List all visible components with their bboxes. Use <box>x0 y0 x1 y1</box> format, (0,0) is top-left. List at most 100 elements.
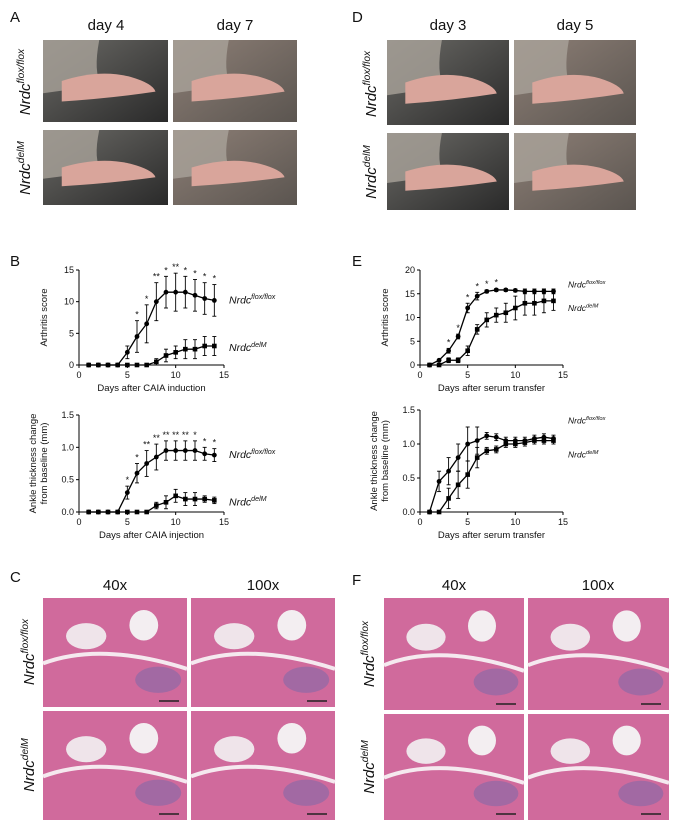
marker <box>154 503 159 508</box>
marker <box>211 452 217 458</box>
genotype-label: NrdcdelM <box>20 738 38 792</box>
marker <box>134 509 140 515</box>
marker <box>86 509 91 515</box>
marker <box>532 438 537 443</box>
genotype-name: Nrdc <box>568 279 587 289</box>
marker <box>513 441 518 447</box>
significance-mark: * <box>135 453 139 463</box>
x-tick-label: 0 <box>76 370 81 380</box>
x-tick-label: 10 <box>171 370 181 380</box>
marker <box>173 289 179 295</box>
marker <box>427 362 432 368</box>
y-tick-label: 5 <box>69 328 74 338</box>
paw <box>405 74 497 104</box>
genotype-superscript: flox/flox <box>251 448 276 456</box>
histology-image <box>527 598 670 710</box>
marrow <box>277 722 307 754</box>
photo <box>173 130 297 205</box>
column-header: 40x <box>442 577 467 594</box>
genotype-name: Nrdc <box>363 85 380 117</box>
marker <box>192 496 198 502</box>
column-header: day 5 <box>557 17 594 34</box>
marker <box>124 349 130 355</box>
marrow <box>406 623 446 651</box>
marrow <box>214 623 255 650</box>
marker <box>436 479 442 484</box>
marker <box>493 434 499 440</box>
marker <box>115 509 120 515</box>
marker <box>465 305 471 311</box>
paw <box>61 160 156 187</box>
marker <box>173 350 178 355</box>
genotype-name: Nrdc <box>229 449 252 461</box>
marker <box>484 317 490 323</box>
marker <box>436 362 442 368</box>
column-header: 40x <box>103 577 128 594</box>
marker <box>455 482 461 488</box>
marker <box>182 289 188 295</box>
x-axis-label: Days after CAIA injection <box>99 530 204 541</box>
marker <box>427 509 432 515</box>
marker <box>465 348 470 354</box>
column-header: day 7 <box>217 17 254 34</box>
y-tick-label: 1.5 <box>61 410 74 420</box>
joint-space <box>190 651 336 671</box>
significance-mark: * <box>193 269 197 279</box>
marker <box>522 440 528 445</box>
synovium <box>135 779 182 806</box>
marker <box>446 357 451 363</box>
significance-mark: * <box>203 272 207 282</box>
genotype-label: Nrdcflox/flox <box>568 279 607 289</box>
marrow <box>406 738 446 764</box>
genotype-label: Nrdcflox/flox <box>20 618 38 685</box>
marker <box>192 346 198 352</box>
significance-mark: * <box>495 278 499 288</box>
significance-mark: * <box>485 279 489 289</box>
genotype-superscript: delM <box>586 303 599 309</box>
marker <box>153 299 159 305</box>
marrow <box>129 609 159 641</box>
genotype-name: Nrdc <box>229 496 252 508</box>
marrow <box>66 736 107 763</box>
series-line <box>88 449 215 513</box>
marker <box>144 509 149 515</box>
genotype-label: NrdcdelM <box>229 495 267 508</box>
marker <box>446 468 451 474</box>
genotype-label: Nrdcflox/flox <box>16 48 34 115</box>
x-axis-label: Days after serum transfer <box>438 383 545 394</box>
marker <box>134 470 140 476</box>
genotype-name: Nrdc <box>568 416 587 426</box>
genotype-superscript: flox/flox <box>586 416 607 422</box>
marker <box>212 498 217 503</box>
synovium <box>283 666 330 693</box>
marrow <box>66 623 107 650</box>
panel-letter: C <box>10 569 21 586</box>
marker <box>522 300 528 306</box>
marrow <box>612 725 641 756</box>
genotype-superscript: flox/flox <box>251 293 276 301</box>
paw <box>191 73 285 102</box>
y-tick-label: 0 <box>410 360 415 370</box>
significance-mark: ** <box>182 430 190 440</box>
y-axis-label: Arthritis score <box>380 288 391 346</box>
paw <box>405 164 497 191</box>
marker <box>512 288 518 293</box>
marker <box>153 454 159 460</box>
genotype-superscript: flox/flox <box>360 620 371 655</box>
x-tick-label: 5 <box>125 517 130 527</box>
marker <box>212 343 217 349</box>
marker <box>96 362 101 368</box>
genotype-label: Nrdcflox/flox <box>229 448 276 461</box>
marker <box>474 293 480 299</box>
histology-image <box>383 598 525 710</box>
marker <box>465 472 470 477</box>
photo <box>43 130 168 205</box>
y-axis-label: Arthritis score <box>39 288 50 346</box>
marker <box>474 327 480 332</box>
genotype-name: Nrdc <box>21 760 38 792</box>
synovium <box>283 779 330 806</box>
genotype-superscript: delM <box>362 145 373 168</box>
marker <box>202 496 207 502</box>
x-tick-label: 5 <box>465 370 470 380</box>
marker <box>493 447 499 452</box>
